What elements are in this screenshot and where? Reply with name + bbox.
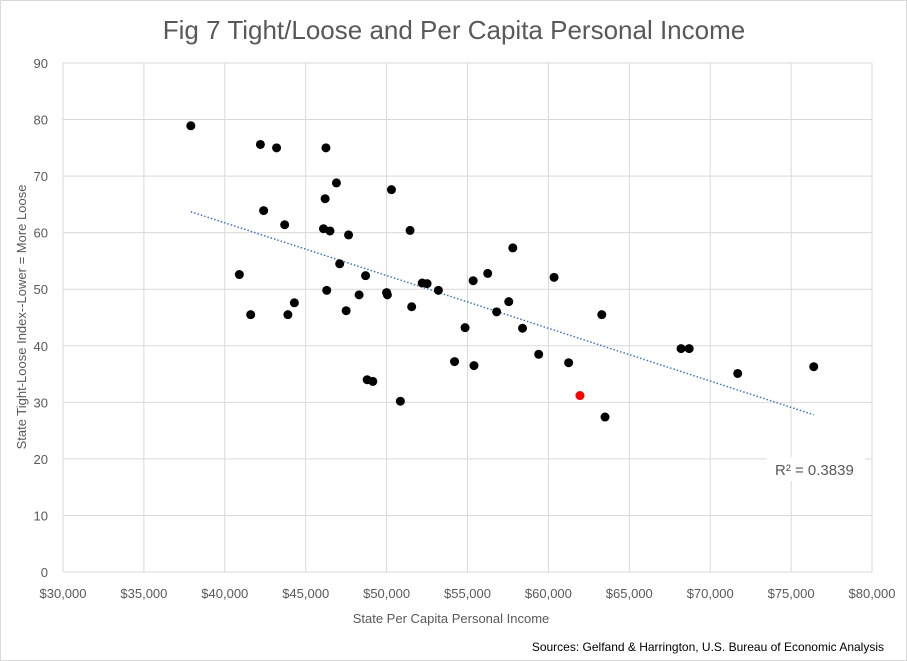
- r-squared-label: R² = 0.3839: [775, 462, 854, 479]
- x-tick-label: $40,000: [201, 586, 248, 601]
- y-axis-ticks: 0 10 20 30 40 50 60 70 80 90: [34, 56, 48, 580]
- y-tick-label: 50: [34, 282, 48, 297]
- data-point: [186, 121, 196, 131]
- x-tick-label: $35,000: [120, 586, 167, 601]
- data-point: [321, 143, 331, 153]
- trendline: [190, 211, 814, 416]
- data-point: [469, 361, 479, 371]
- x-axis-ticks: $30,000 $35,000 $40,000 $45,000 $50,000 $55,0…: [40, 586, 896, 601]
- x-tick-label: $30,000: [40, 586, 87, 601]
- data-point: [354, 290, 364, 300]
- data-point: [344, 230, 354, 240]
- data-point: [549, 272, 559, 282]
- data-point: [320, 194, 330, 204]
- data-point: [255, 139, 265, 149]
- data-point: [322, 285, 332, 295]
- x-tick-label: $65,000: [606, 586, 653, 601]
- data-point: [361, 271, 371, 281]
- data-point: [280, 220, 290, 230]
- data-point: [597, 310, 607, 320]
- data-point: [684, 344, 694, 354]
- chart-title: Fig 7 Tight/Loose and Per Capita Persona…: [163, 15, 745, 45]
- data-point: [492, 307, 502, 317]
- x-tick-label: $50,000: [363, 586, 410, 601]
- data-point: [272, 143, 282, 153]
- data-point: [246, 310, 256, 320]
- x-tick-label: $70,000: [687, 586, 734, 601]
- data-point: [600, 412, 610, 422]
- data-point: [809, 362, 819, 372]
- y-tick-label: 70: [34, 169, 48, 184]
- data-point: [289, 298, 299, 308]
- y-tick-label: 40: [34, 339, 48, 354]
- x-tick-label: $80,000: [849, 586, 896, 601]
- data-point: [534, 349, 544, 359]
- data-point: [259, 206, 269, 216]
- data-point: [504, 297, 514, 307]
- y-tick-label: 10: [34, 508, 48, 523]
- data-point: [283, 310, 293, 320]
- data-point: [433, 285, 443, 295]
- data-points: [186, 121, 819, 422]
- x-tick-label: $75,000: [768, 586, 815, 601]
- horizontal-gridlines: [63, 62, 872, 573]
- y-tick-label: 60: [34, 226, 48, 241]
- data-point: [325, 226, 335, 236]
- data-point: [460, 323, 470, 333]
- data-point: [335, 259, 345, 269]
- data-point: [468, 276, 478, 286]
- y-tick-label: 30: [34, 395, 48, 410]
- data-point: [341, 306, 351, 316]
- data-point: [422, 279, 432, 289]
- x-axis-label: State Per Capita Personal Income: [353, 611, 550, 626]
- y-axis-label: State Tight-Loose Index--Lower = More Lo…: [14, 185, 29, 450]
- y-tick-label: 0: [41, 565, 48, 580]
- data-point: [234, 270, 244, 280]
- data-point: [382, 290, 392, 300]
- data-point: [407, 302, 417, 312]
- data-point: [508, 243, 518, 253]
- data-point: [386, 185, 396, 195]
- highlighted-data-point: [575, 391, 585, 401]
- x-tick-label: $55,000: [444, 586, 491, 601]
- data-point: [395, 396, 405, 406]
- data-point: [483, 268, 493, 278]
- vertical-gridlines: [62, 63, 873, 572]
- x-tick-label: $45,000: [282, 586, 329, 601]
- data-point: [450, 357, 460, 367]
- highlight-points: [575, 391, 585, 401]
- y-tick-label: 80: [34, 113, 48, 128]
- x-tick-label: $60,000: [525, 586, 572, 601]
- data-point: [518, 323, 528, 333]
- y-tick-label: 20: [34, 452, 48, 467]
- r-squared-box: [767, 457, 865, 481]
- data-point: [564, 358, 574, 368]
- data-point: [368, 376, 378, 386]
- data-point: [676, 344, 686, 354]
- data-point: [405, 225, 415, 235]
- y-tick-label: 90: [34, 56, 48, 71]
- source-note: Sources: Gelfand & Harrington, U.S. Bure…: [532, 640, 884, 654]
- data-point: [733, 368, 743, 378]
- data-point: [331, 178, 341, 188]
